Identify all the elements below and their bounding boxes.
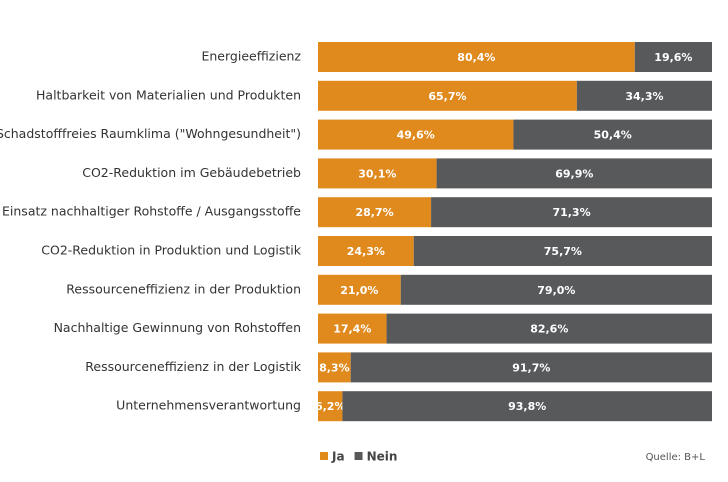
- bar-segment: [318, 197, 432, 228]
- value-label: 49,6%: [397, 129, 435, 142]
- category-label: Unternehmensverantwortung: [116, 398, 301, 413]
- value-label: 17,4%: [333, 323, 371, 336]
- bar-segment: [513, 119, 712, 150]
- bar-segment: [318, 313, 387, 344]
- value-label: 28,7%: [355, 206, 393, 219]
- bar-segment: [318, 236, 414, 266]
- legend-swatch: [354, 452, 363, 460]
- category-label: Nachhaltige Gewinnung von Rohstoffen: [54, 320, 301, 335]
- value-label: 24,3%: [347, 245, 385, 258]
- bar-segment: [318, 119, 514, 150]
- bar-segment: [634, 42, 712, 72]
- value-label: 8,3%: [319, 361, 350, 374]
- value-label: 91,7%: [512, 361, 550, 374]
- value-label: 21,0%: [340, 284, 378, 297]
- value-label: 65,7%: [428, 90, 466, 103]
- category-label: CO2-Reduktion im Gebäudebetrieb: [82, 165, 301, 180]
- bar-segment: [342, 391, 712, 422]
- bar-segment: [576, 80, 712, 111]
- bar-segment: [318, 42, 635, 72]
- bar-segment: [318, 274, 401, 305]
- bar-segment: [318, 352, 351, 383]
- bar-segment: [318, 80, 577, 111]
- bar-segment: [386, 313, 712, 344]
- value-label: 34,3%: [625, 90, 663, 103]
- legend-label: Nein: [367, 450, 398, 464]
- bar-segment: [413, 236, 712, 266]
- value-label: 75,7%: [544, 245, 582, 258]
- value-label: 71,3%: [552, 206, 590, 219]
- value-label: 30,1%: [358, 167, 396, 180]
- value-label: 79,0%: [537, 284, 575, 297]
- legend-swatch: [320, 452, 328, 460]
- value-label: 50,4%: [594, 129, 632, 142]
- bar-segment: [431, 197, 712, 228]
- value-label: 93,8%: [508, 400, 546, 413]
- category-label: CO2-Reduktion in Produktion und Logistik: [41, 243, 302, 258]
- legend-label: Ja: [331, 450, 345, 464]
- bar-segment: [436, 158, 712, 189]
- category-label: Schadstofffreies Raumklima ("Wohngesundh…: [0, 126, 301, 141]
- value-label: 69,9%: [555, 167, 593, 180]
- bar-segment: [350, 352, 712, 383]
- category-label: Haltbarkeit von Materialien und Produkte…: [36, 87, 301, 102]
- source: Quelle: B+L: [646, 452, 706, 463]
- value-label: 80,4%: [457, 51, 495, 64]
- category-label: Ressourceneffizienz in der Produktion: [66, 281, 301, 296]
- value-label: 19,6%: [654, 51, 692, 64]
- bar-segment: [400, 274, 712, 305]
- bar-segment: [318, 158, 437, 189]
- value-label: 82,6%: [530, 323, 568, 336]
- category-label: Einsatz nachhaltiger Rohstoffe / Ausgang…: [2, 204, 301, 219]
- category-label: Energieeffizienz: [201, 49, 301, 64]
- bar-segment: [318, 391, 343, 422]
- category-label: Ressourceneffizienz in der Logistik: [85, 359, 302, 374]
- value-label: 6,2%: [315, 400, 346, 413]
